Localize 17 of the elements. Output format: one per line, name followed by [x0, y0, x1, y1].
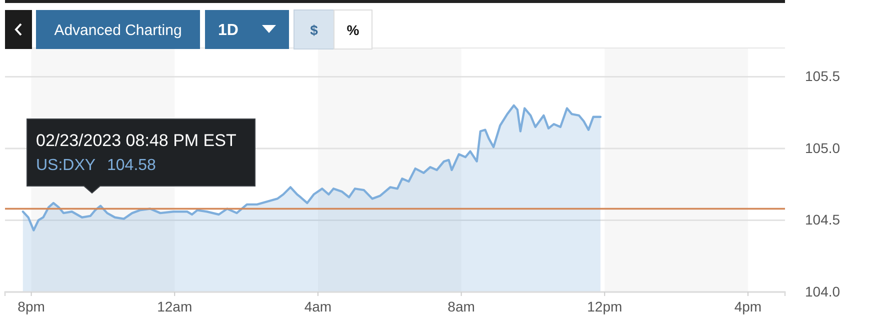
y-tick-label: 105.5	[805, 68, 840, 84]
text: $	[310, 22, 318, 38]
text: 1D	[218, 22, 238, 39]
annotation: US:DXY	[36, 157, 96, 174]
annotation: 104.58	[107, 157, 156, 174]
x-tick-label: 8pm	[18, 298, 45, 315]
y-tick-label: 104.5	[805, 212, 840, 228]
x-tick-label: 8am	[448, 298, 475, 315]
y-tick-label: 104.0	[805, 283, 840, 300]
text: %	[346, 22, 360, 38]
annotation: 02/23/2023 08:48 PM EST	[36, 131, 236, 150]
x-tick-label: 4am	[304, 298, 332, 315]
x-tick-label: 12pm	[587, 298, 622, 315]
x-tick-label: 4pm	[734, 298, 762, 315]
y-tick-label: 105.0	[805, 140, 840, 156]
text: Advanced Charting	[54, 22, 182, 39]
x-tick-label: 12am	[157, 298, 192, 315]
